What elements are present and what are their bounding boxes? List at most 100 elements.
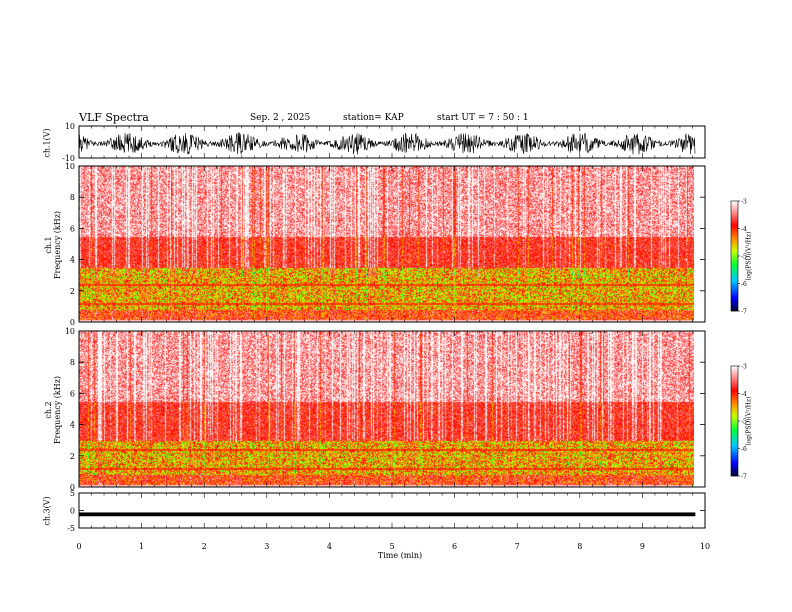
ch3-waveform-ytick-label: -5 xyxy=(67,524,75,533)
ch2-colorbar-color-step xyxy=(731,384,738,386)
ch1-waveform-line xyxy=(78,132,696,155)
ch1-colorbar-color-step xyxy=(731,225,738,227)
ch2-colorbar-color-step xyxy=(731,428,738,430)
time-tick-label: 5 xyxy=(389,542,394,551)
ch2-colorbar-color-step xyxy=(731,423,738,425)
ch1-colorbar-tick-label: -4 xyxy=(741,226,747,233)
ch1-colorbar-color-step xyxy=(731,286,738,288)
ch2-colorbar-color-step xyxy=(731,367,738,369)
ch2-colorbar-color-step xyxy=(731,425,738,427)
ch2-colorbar-color-step xyxy=(731,474,738,476)
ch2-colorbar-color-step xyxy=(731,410,738,412)
ch1-colorbar-color-step xyxy=(731,258,738,260)
ch2-spectrogram-ytick-label: 10 xyxy=(65,327,75,336)
ch1-colorbar-color-step xyxy=(731,288,738,290)
ch1-colorbar-color-step xyxy=(731,217,738,219)
ch1-colorbar-color-step xyxy=(731,241,738,243)
ch1-colorbar-color-step xyxy=(731,305,738,307)
ch2-colorbar-color-step xyxy=(731,446,738,448)
ch1-colorbar-color-step xyxy=(731,275,738,277)
ch1-colorbar-color-step xyxy=(731,238,738,240)
ch3-waveform-frame xyxy=(78,492,706,529)
ch1-colorbar-color-step xyxy=(731,293,738,295)
ch1-colorbar-color-step xyxy=(731,272,738,274)
ch1-colorbar-color-step xyxy=(731,254,738,256)
ch1-colorbar-color-step xyxy=(731,216,738,218)
ch1-colorbar-color-step xyxy=(731,268,738,270)
ch2-colorbar-color-step xyxy=(731,411,738,413)
ch1-colorbar-color-step xyxy=(731,228,738,230)
ch2-colorbar-color-step xyxy=(731,419,738,421)
ch1-colorbar-color-step xyxy=(731,249,738,251)
ch2-colorbar-color-step xyxy=(731,455,738,457)
time-tick-label: 1 xyxy=(139,542,144,551)
ch2-colorbar-color-step xyxy=(731,470,738,472)
ch2-colorbar-color-step xyxy=(731,370,738,372)
ch2-colorbar-tick-label: -3 xyxy=(741,364,747,371)
ch2-colorbar-color-step xyxy=(731,448,738,450)
ch2-colorbar-color-step xyxy=(731,404,738,406)
ch1-colorbar-color-step xyxy=(731,285,738,287)
ch2-colorbar-color-step xyxy=(731,445,738,447)
ch1-colorbar-color-step xyxy=(731,307,738,309)
time-tick-label: 4 xyxy=(327,542,332,551)
ch2-colorbar-color-step xyxy=(731,471,738,473)
ch1-colorbar-color-step xyxy=(731,203,738,205)
ch1-colorbar-color-step xyxy=(731,277,738,279)
ch1-colorbar-color-step xyxy=(731,247,738,249)
ch2-colorbar-color-step xyxy=(731,430,738,432)
ch1-colorbar-color-step xyxy=(731,290,738,292)
time-tick-label: 0 xyxy=(76,542,81,551)
ch1-colorbar-color-step xyxy=(731,308,738,310)
ch1-colorbar-color-step xyxy=(731,243,738,245)
ch2-colorbar-color-step xyxy=(731,382,738,384)
ch2-colorbar-color-step xyxy=(731,451,738,453)
ch2-colorbar-color-step xyxy=(731,456,738,458)
ch2-colorbar-color-step xyxy=(731,401,738,403)
ch2-colorbar-color-step xyxy=(731,393,738,395)
ch2-colorbar-color-step xyxy=(731,452,738,454)
ch2-colorbar-color-step xyxy=(731,409,738,411)
ch3-waveform-band xyxy=(79,512,696,517)
ch1-colorbar-color-step xyxy=(731,248,738,250)
ch1-colorbar-color-step xyxy=(731,232,738,234)
ch2-colorbar-color-step xyxy=(731,433,738,435)
ch2-colorbar-color-step xyxy=(731,426,738,428)
ch1-colorbar-color-step xyxy=(731,212,738,214)
ch1-colorbar-color-step xyxy=(731,255,738,257)
ch1-colorbar-color-step xyxy=(731,284,738,286)
ch1-spectrogram-ytick-label: 6 xyxy=(70,224,75,233)
ch2-colorbar-color-step xyxy=(731,460,738,462)
ch1-colorbar-color-step xyxy=(731,246,738,248)
ch1-colorbar-color-step xyxy=(731,264,738,266)
ch2-colorbar-color-step xyxy=(731,413,738,415)
ch1-colorbar-color-step xyxy=(731,287,738,289)
time-tick-label: 8 xyxy=(577,542,582,551)
ch2-colorbar-color-step xyxy=(731,415,738,417)
ch1-colorbar-color-step xyxy=(731,233,738,235)
ch1-colorbar-color-step xyxy=(731,234,738,236)
ch2-colorbar-color-step xyxy=(731,402,738,404)
ch1-spectrogram-image xyxy=(79,166,694,322)
ch2-colorbar-color-step xyxy=(731,399,738,401)
ch2-colorbar-color-step xyxy=(731,374,738,376)
time-tick-label: 9 xyxy=(640,542,645,551)
ch2-colorbar-color-step xyxy=(731,372,738,374)
ch2-colorbar-color-step xyxy=(731,463,738,465)
ch2-colorbar-color-step xyxy=(731,379,738,381)
ch2-colorbar-color-step xyxy=(731,417,738,419)
ch1-colorbar-color-step xyxy=(731,295,738,297)
ch1-colorbar-color-step xyxy=(731,256,738,258)
ch1-colorbar-color-step xyxy=(731,244,738,246)
ch1-colorbar-color-step xyxy=(731,309,738,311)
ch2-colorbar-color-step xyxy=(731,403,738,405)
ch2-colorbar-color-step xyxy=(731,394,738,396)
ch2-colorbar-color-step xyxy=(731,392,738,394)
colorbar1-label: log(PSD)(V²/Hz) xyxy=(745,231,753,281)
ch1-colorbar-color-step xyxy=(731,270,738,272)
ch1-voltage-axis-label: ch.1(V) xyxy=(42,128,52,158)
ch1-colorbar-color-step xyxy=(731,276,738,278)
ch1-colorbar-color-step xyxy=(731,300,738,302)
ch2-colorbar-color-step xyxy=(731,380,738,382)
